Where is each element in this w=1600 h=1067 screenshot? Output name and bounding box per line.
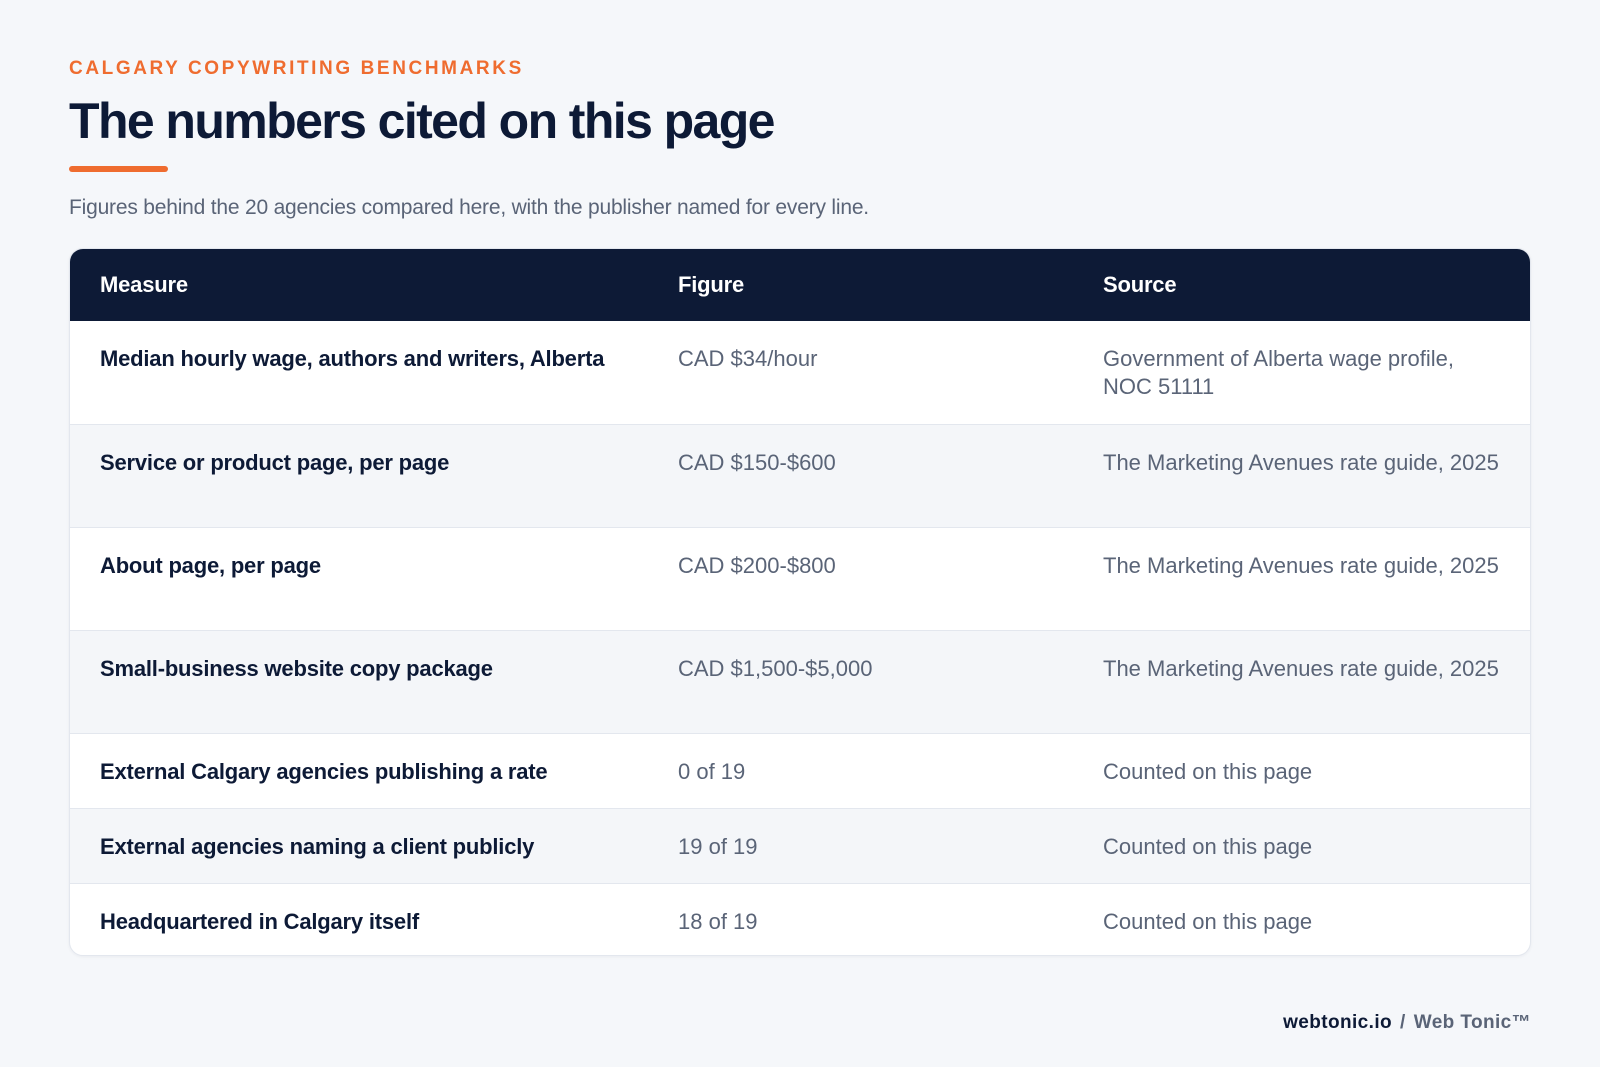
source-cell: The Marketing Avenues rate guide, 2025 [1103,449,1499,475]
table-row: Headquartered in Calgary itself 18 of 19… [70,883,1530,955]
column-header-measure: Measure [100,272,188,297]
figure-cell: CAD $1,500-$5,000 [678,655,873,681]
measure-cell: Service or product page, per page [100,449,450,475]
table-row: External Calgary agencies publishing a r… [70,733,1530,808]
footer-brand: Web Tonic™ [1413,1012,1531,1033]
footer-credit: webtonic.io / Web Tonic™ [1283,1012,1531,1034]
table-header: Measure Figure Source [70,249,1530,321]
source-cell: Government of Alberta wage profile, NOC … [1103,346,1454,399]
page-subtitle: Figures behind the 20 agencies compared … [69,196,869,219]
figure-cell: CAD $200-$800 [678,552,836,578]
table-row: About page, per page CAD $200-$800 The M… [70,527,1530,630]
source-cell: Counted on this page [1103,833,1313,859]
benchmarks-table-card: Measure Figure Source Median hourly wage… [69,248,1531,956]
eyebrow-label: CALGARY COPYWRITING BENCHMARKS [69,58,524,79]
footer-domain: webtonic.io [1283,1012,1393,1033]
source-cell: The Marketing Avenues rate guide, 2025 [1103,552,1499,578]
source-cell: Counted on this page [1103,758,1313,784]
column-header-figure: Figure [678,272,745,297]
column-header-source: Source [1103,272,1177,297]
measure-cell: Median hourly wage, authors and writers,… [100,346,605,371]
title-underline [69,166,168,172]
page-title: The numbers cited on this page [69,93,775,149]
source-cell: Counted on this page [1103,908,1313,934]
footer-separator: / [1400,1012,1406,1033]
figure-cell: 0 of 19 [678,758,746,784]
figure-cell: 18 of 19 [678,908,758,934]
source-cell: The Marketing Avenues rate guide, 2025 [1103,655,1499,681]
table-header-row: Measure Figure Source [70,249,1530,321]
table-row: Median hourly wage, authors and writers,… [70,321,1530,424]
measure-cell: About page, per page [100,552,321,578]
table-row: Small-business website copy package CAD … [70,630,1530,733]
figure-cell: CAD $34/hour [678,346,818,371]
benchmarks-table: Measure Figure Source Median hourly wage… [70,249,1530,955]
measure-cell: Headquartered in Calgary itself [100,908,420,934]
measure-cell: Small-business website copy package [100,655,493,681]
table-row: External agencies naming a client public… [70,808,1530,883]
measure-cell: External agencies naming a client public… [100,833,535,859]
table-row: Service or product page, per page CAD $1… [70,424,1530,527]
figure-cell: 19 of 19 [678,833,758,859]
measure-cell: External Calgary agencies publishing a r… [100,758,548,784]
table-body: Median hourly wage, authors and writers,… [70,321,1530,955]
figure-cell: CAD $150-$600 [678,449,836,475]
